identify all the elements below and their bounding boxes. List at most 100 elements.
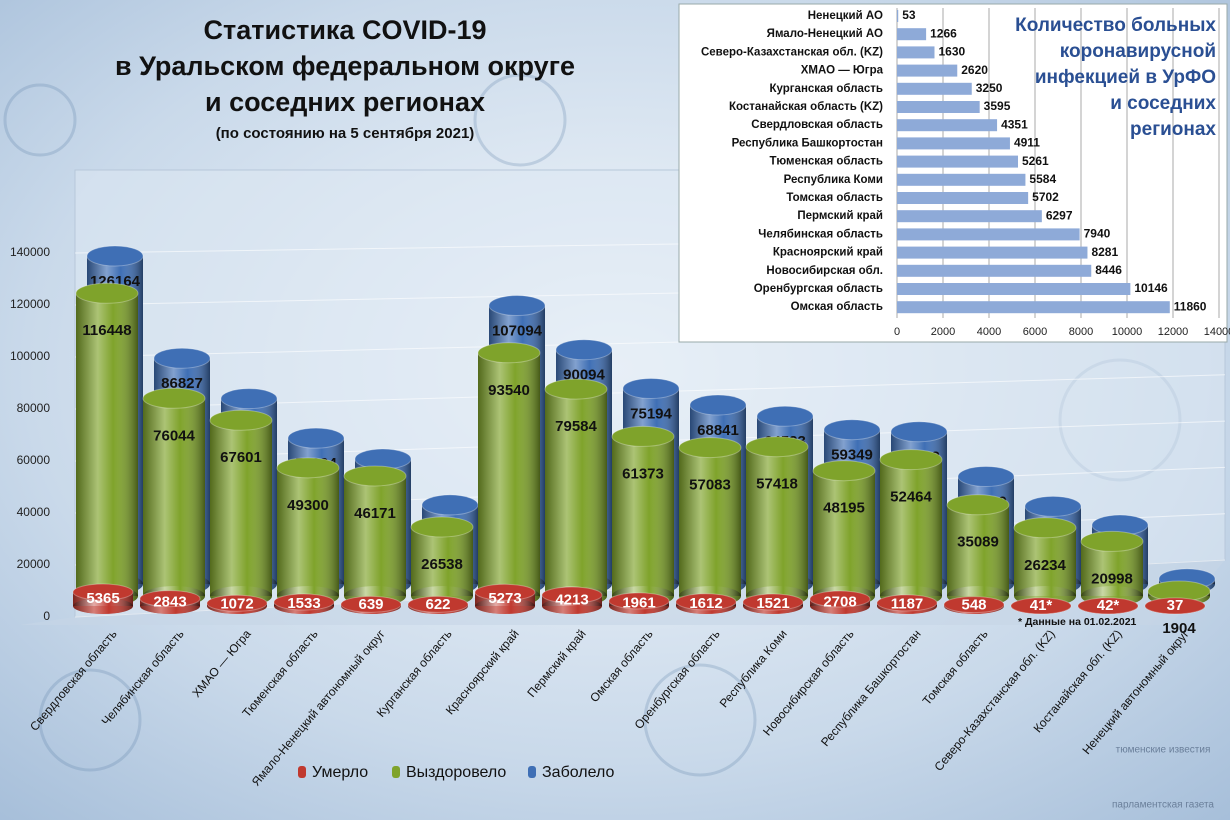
data-label: 8446 [1095,263,1122,277]
cylinder-shade [344,475,406,596]
cylinder-top [209,409,273,431]
cylinder-top [812,460,876,482]
data-label: 4351 [1001,117,1028,131]
data-label: 26538 [421,556,463,573]
data-label: 5584 [1029,172,1056,186]
cylinder [209,409,273,606]
x-tick-label: 6000 [1023,326,1047,338]
cylinder-shade [277,467,339,596]
cylinder-top [474,583,536,601]
data-label: 4213 [555,591,588,608]
cylinder-shade [478,352,540,596]
cylinder-top [611,425,675,447]
data-label: 1266 [930,26,957,40]
cylinder-top [340,595,402,613]
cylinder [75,282,139,606]
bar [897,137,1010,150]
legend-label: Заболело [542,764,614,781]
x-tick-label: 12000 [1158,326,1189,338]
data-label: 3250 [976,81,1003,95]
data-label: 2843 [153,593,186,610]
cylinder [477,342,541,606]
data-label: 5261 [1022,154,1049,168]
data-label: 1072 [220,596,253,613]
cylinder-top [72,583,134,601]
cylinder [273,593,335,614]
cylinder-top [876,594,938,612]
y-tick-label: Костанайская область (KZ) [729,101,883,113]
chart-title: Статистика COVID-19 [204,15,487,45]
y-tick-label: Томская область [786,192,883,204]
cylinder [879,449,943,606]
cylinder-shade [746,446,808,596]
data-label: 52464 [890,489,932,506]
cylinder-top [555,339,613,361]
y-tick-label: Свердловская область [751,119,883,131]
legend-label: Умерло [312,764,368,781]
cylinder-shade [411,527,473,596]
y-tick-label: 120000 [10,297,50,311]
cylinder [139,590,201,614]
legend-marker [528,766,536,778]
data-label: 10146 [1134,281,1168,295]
y-tick-label: 0 [43,609,50,623]
cylinder-top [809,590,871,608]
cylinder-top [957,466,1015,488]
cylinder [1144,597,1206,615]
bar [897,28,927,41]
logo-top: тюменские известия [1116,745,1211,756]
data-label: 57418 [756,476,798,493]
cylinder-top [1010,597,1072,615]
data-label: 622 [425,596,450,613]
data-label: 42* [1097,597,1120,614]
inset-title: Количество больных [1015,15,1216,36]
bar [897,64,958,77]
data-label: 57083 [689,477,731,494]
cylinder-shade [210,420,272,596]
y-tick-label: Ямало-Ненецкий АО [767,28,883,40]
data-label: 76044 [153,427,195,444]
inset-title: коронавирусной [1060,41,1216,62]
data-label: 26234 [1024,557,1066,574]
data-label: 548 [961,596,986,613]
data-label: 35089 [957,534,999,551]
legend-label: Выздоровело [406,764,506,781]
cylinder [876,594,938,614]
cylinder-top [742,593,804,611]
cylinder-top [153,347,211,369]
cylinder-top [273,593,335,611]
cylinder-top [541,586,603,604]
data-label: 93540 [488,382,530,399]
legend-marker [392,766,400,778]
cylinder [745,436,809,606]
data-label: 5273 [488,590,521,607]
cylinder [611,425,675,606]
chart-title: и соседних регионах [205,87,485,117]
chart-subtitle: (по состоянию на 5 сентября 2021) [216,125,475,142]
y-tick-label: Красноярский край [773,247,883,259]
y-tick-label: Ненецкий АО [808,10,883,22]
cylinder-shade [947,504,1009,596]
cylinder-shade [612,436,674,596]
bar [897,246,1088,259]
cylinder [407,595,469,614]
chart-title: в Уральском федеральном округе [115,51,575,81]
data-label: 7940 [1084,227,1111,241]
data-label: 5702 [1032,190,1059,204]
logo-bottom: парламентская газета [1112,800,1214,811]
cylinder-top [1077,597,1139,615]
cylinder-shade [679,447,741,596]
data-label: 1612 [689,595,722,612]
data-label: 2708 [823,593,856,610]
data-label: 61373 [622,465,664,482]
bar [897,155,1019,168]
y-tick-label: Омская область [791,301,883,313]
inset-title: и соседних [1110,93,1216,114]
bar [897,82,972,95]
cylinder [809,590,871,614]
cylinder-shade [880,459,942,596]
data-label: 68841 [697,422,739,439]
data-label: 1521 [756,595,789,612]
y-tick-label: 140000 [10,245,50,259]
cylinder-top [421,494,479,516]
